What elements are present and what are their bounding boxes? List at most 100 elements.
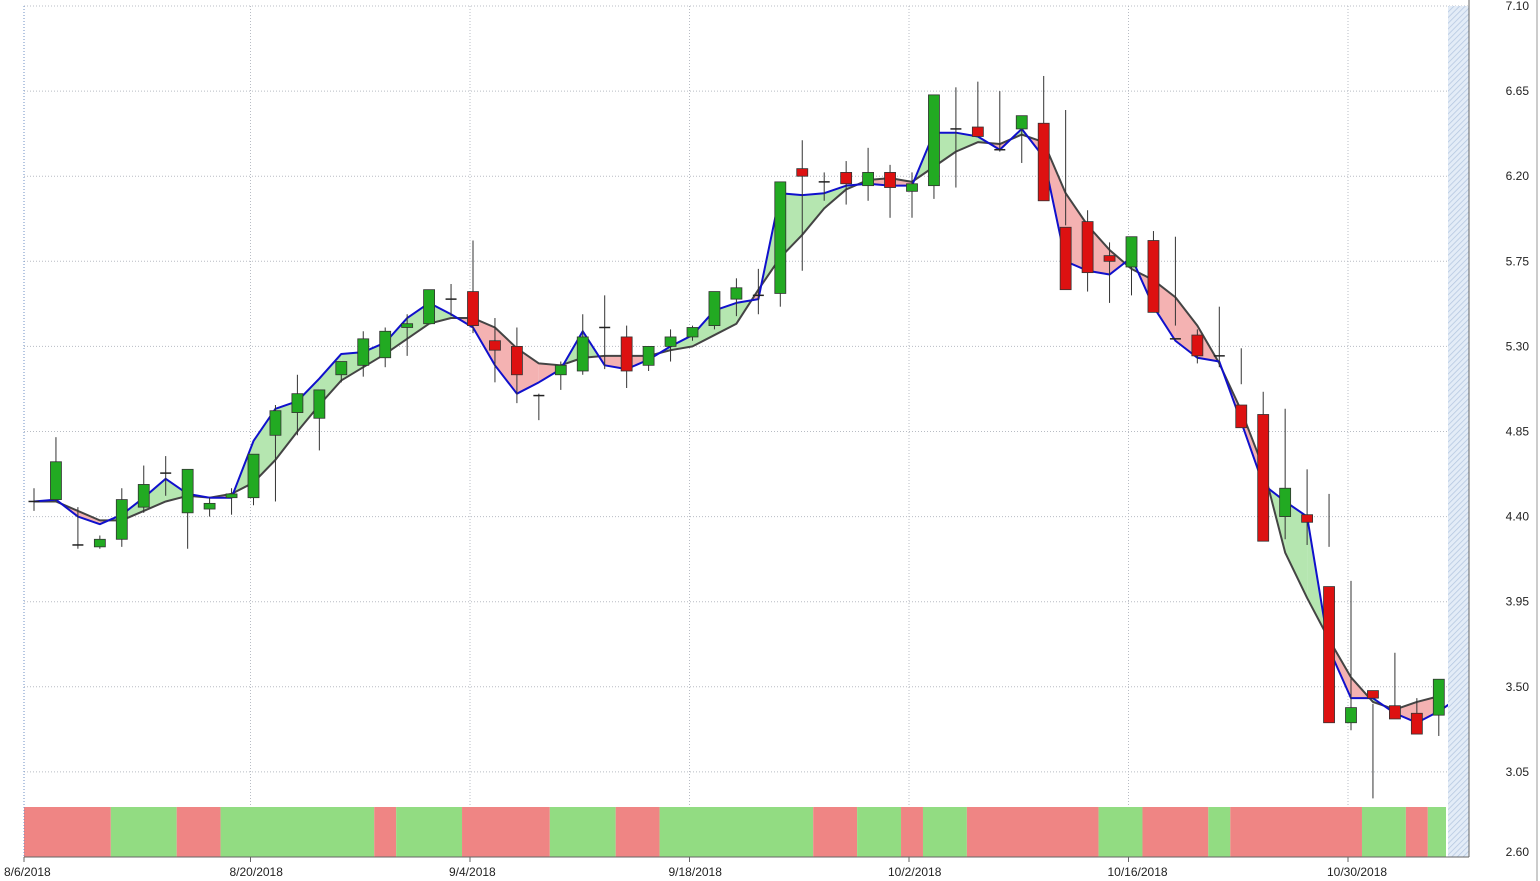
candle xyxy=(862,147,874,201)
candle xyxy=(28,488,40,511)
bull-trend-band xyxy=(857,807,902,857)
bear-trend-band xyxy=(374,807,397,857)
bull-trend-band xyxy=(1208,807,1231,857)
candle xyxy=(1279,408,1292,540)
candle-body xyxy=(1081,221,1094,274)
x-tick-label: 9/4/2018 xyxy=(449,865,496,879)
y-tick-label: 6.20 xyxy=(1506,169,1530,183)
candle xyxy=(928,94,940,199)
candle xyxy=(686,325,699,341)
candle-body xyxy=(686,327,699,338)
candle xyxy=(884,164,896,218)
candle xyxy=(818,172,830,201)
candle-body xyxy=(1257,414,1270,542)
candle-body xyxy=(862,172,874,187)
candle-body xyxy=(467,291,479,326)
candle-body xyxy=(379,330,392,359)
bear-trend-band xyxy=(615,807,660,857)
bull-trend-band xyxy=(549,807,616,857)
candle xyxy=(1410,698,1423,735)
x-tick-label: 8/6/2018 xyxy=(4,865,51,879)
candle-body xyxy=(1345,707,1357,724)
bull-fill-segment xyxy=(802,193,825,235)
candle xyxy=(160,456,172,496)
candle-body xyxy=(971,126,984,137)
candle xyxy=(774,181,787,307)
candle xyxy=(1345,580,1357,731)
candle xyxy=(1213,306,1225,368)
candle xyxy=(1432,678,1445,736)
candle xyxy=(379,327,392,368)
candle-body xyxy=(1235,404,1248,429)
candle-body xyxy=(1037,122,1050,202)
candle xyxy=(1257,391,1270,542)
y-tick-label: 3.95 xyxy=(1506,595,1530,609)
candle xyxy=(1081,210,1094,292)
candle xyxy=(1125,236,1138,296)
candle xyxy=(796,140,809,271)
candle xyxy=(291,374,304,436)
bull-trend-band xyxy=(110,807,177,857)
x-tick-label: 9/18/2018 xyxy=(669,865,723,879)
candle-body xyxy=(1410,712,1423,735)
bear-trend-band xyxy=(1405,807,1428,857)
bull-fill-segment xyxy=(1285,501,1308,598)
candle xyxy=(1389,652,1401,720)
y-tick-label: 2.60 xyxy=(1506,845,1530,859)
candle-body xyxy=(642,345,655,366)
y-tick-label: 3.50 xyxy=(1506,680,1530,694)
candle xyxy=(1147,231,1160,313)
candle xyxy=(72,507,84,549)
future-hatched-area xyxy=(1448,6,1469,857)
candle-body xyxy=(1432,678,1445,716)
candle-body xyxy=(489,340,501,351)
bull-trend-band xyxy=(220,807,375,857)
candle-body xyxy=(664,336,677,347)
candle-body xyxy=(730,287,743,300)
candle-body xyxy=(115,499,128,540)
candle-body xyxy=(1103,255,1116,262)
y-axis-tick-labels: 7.10 6.65 6.20 5.75 5.30 4.85 4.40 3.95 3.50 3.05… xyxy=(1506,0,1530,859)
candle xyxy=(357,331,370,377)
candle-body xyxy=(137,484,150,508)
bear-trend-band xyxy=(1230,807,1362,857)
candle xyxy=(1059,110,1072,291)
x-axis-tick-labels: 8/6/2018 8/20/2018 9/4/2018 9/18/2018 10/2/2… xyxy=(4,865,1387,879)
candle xyxy=(50,437,62,502)
candle-body xyxy=(203,502,216,510)
candle xyxy=(620,325,633,389)
bull-trend-band xyxy=(659,807,814,857)
candle-body xyxy=(1147,240,1160,313)
candle-body xyxy=(620,336,633,372)
candle xyxy=(510,327,523,404)
candle xyxy=(1235,348,1248,429)
candle xyxy=(533,393,545,421)
y-tick-label: 5.30 xyxy=(1506,339,1530,353)
candle xyxy=(840,161,853,205)
candle xyxy=(906,172,918,218)
candle xyxy=(1037,75,1050,202)
candle xyxy=(1301,469,1313,545)
x-tick-label: 8/20/2018 xyxy=(230,865,284,879)
candle xyxy=(971,81,984,137)
candle-body xyxy=(1125,236,1138,268)
candle-body xyxy=(313,389,326,419)
bear-trend-band xyxy=(176,807,221,857)
bull-trend-band xyxy=(1427,807,1446,857)
candle-body xyxy=(269,410,282,436)
candle-body xyxy=(1389,705,1401,720)
bull-trend-band xyxy=(922,807,967,857)
candle xyxy=(554,361,567,390)
candle xyxy=(93,535,106,549)
candle xyxy=(423,289,436,325)
candle-body xyxy=(291,393,304,413)
bear-trend-band xyxy=(813,807,858,857)
candle xyxy=(247,453,260,506)
candle-body xyxy=(1367,690,1379,699)
candle-body xyxy=(554,364,567,376)
candle xyxy=(576,314,589,375)
bull-trend-band xyxy=(1361,807,1406,857)
bull-fill-segment xyxy=(955,132,978,152)
bear-trend-band xyxy=(901,807,923,857)
trend-band-strip xyxy=(24,807,1446,857)
